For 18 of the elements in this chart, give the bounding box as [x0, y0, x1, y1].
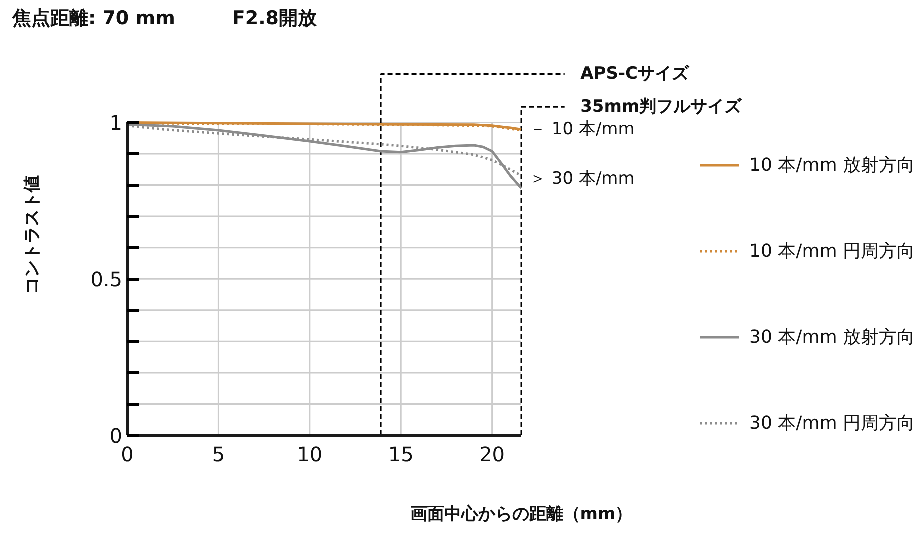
annotation: ＞ 30 本/mm: [530, 169, 635, 190]
x-tick-label: 10: [297, 442, 323, 466]
y-tick-label: 0.5: [90, 268, 123, 292]
legend-label: 10 本/mm 円周方向: [750, 240, 915, 263]
y-tick-label: 1: [110, 111, 123, 136]
ref-line-label: APS-Cサイズ: [580, 64, 690, 84]
y-axis-title: コントラスト値: [22, 176, 43, 294]
x-tick-label: 15: [388, 442, 414, 466]
legend-label: 30 本/mm 放射方向: [750, 326, 915, 349]
ref-line-label: 35mm判フルサイズ: [580, 97, 743, 118]
legend-label: 10 本/mm 放射方向: [750, 154, 915, 177]
x-axis-title: 画面中心からの距離（mm）: [410, 504, 633, 524]
x-tick-label: 20: [480, 442, 506, 466]
chart-title: 焦点距離: 70 mm F2.8開放: [12, 8, 318, 30]
x-tick-label: 5: [212, 442, 226, 466]
annotation: － 10 本/mm: [530, 120, 635, 140]
y-tick-label: 0: [110, 424, 123, 448]
legend-label: 30 本/mm 円周方向: [750, 412, 915, 435]
